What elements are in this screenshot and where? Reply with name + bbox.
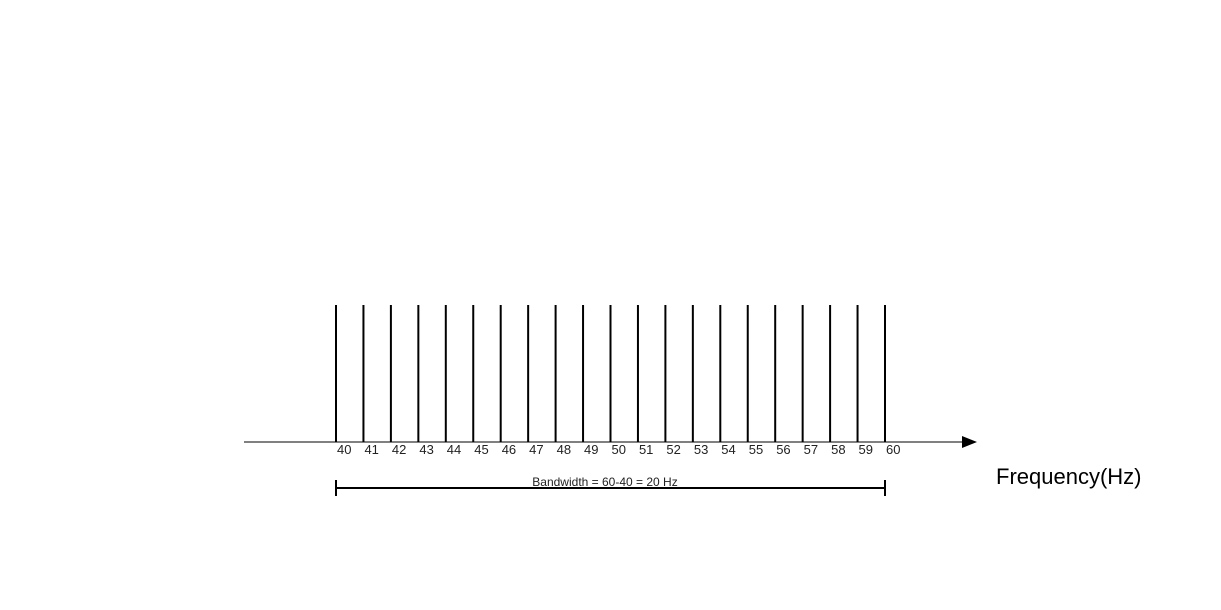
tick-label-51: 51: [639, 442, 653, 457]
bandwidth-bracket: [335, 480, 886, 496]
frequency-tick-labels: 40 41 42 43 44 45 46 47 48 49 50 51 52 53 54 55 56 57 58 59…: [337, 442, 900, 457]
frequency-spikes: [335, 305, 886, 442]
bandwidth-label: Bandwidth = 60-40 = 20 Hz: [532, 475, 677, 489]
tick-label-46: 46: [502, 442, 516, 457]
tick-label-59: 59: [859, 442, 873, 457]
tick-label-56: 56: [776, 442, 790, 457]
tick-label-47: 47: [529, 442, 543, 457]
tick-label-48: 48: [557, 442, 571, 457]
tick-label-55: 55: [749, 442, 763, 457]
tick-label-54: 54: [721, 442, 735, 457]
tick-label-45: 45: [474, 442, 488, 457]
tick-label-41: 41: [364, 442, 378, 457]
tick-label-53: 53: [694, 442, 708, 457]
tick-label-57: 57: [804, 442, 818, 457]
axis-arrowhead: [962, 436, 977, 448]
tick-label-44: 44: [447, 442, 461, 457]
tick-label-40: 40: [337, 442, 351, 457]
tick-label-50: 50: [612, 442, 626, 457]
tick-label-60: 60: [886, 442, 900, 457]
frequency-axis-label: Frequency(Hz): [996, 464, 1141, 489]
tick-label-43: 43: [419, 442, 433, 457]
tick-label-52: 52: [666, 442, 680, 457]
tick-label-49: 49: [584, 442, 598, 457]
tick-label-58: 58: [831, 442, 845, 457]
tick-label-42: 42: [392, 442, 406, 457]
